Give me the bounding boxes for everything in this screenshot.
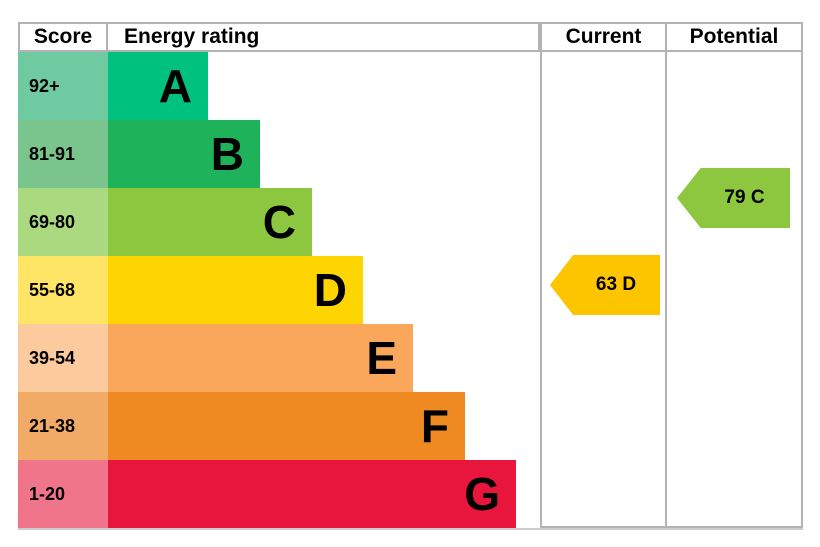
band-bar-b: B: [108, 120, 260, 188]
band-row-g: 1-20 G: [18, 460, 540, 528]
band-bar-e: E: [108, 324, 413, 392]
band-row-b: 81-91 B: [18, 120, 540, 188]
bottom-divider: [18, 528, 803, 530]
score-range: 55-68: [18, 256, 108, 324]
band-letter: D: [313, 264, 347, 316]
band-row-f: 21-38 F: [18, 392, 540, 460]
band-bar-a: A: [108, 52, 208, 120]
band-row-d: 55-68 D: [18, 256, 540, 324]
score-range: 21-38: [18, 392, 108, 460]
score-range: 81-91: [18, 120, 108, 188]
potential-column-header: Potential: [667, 24, 801, 52]
band-letter: C: [262, 196, 296, 248]
band-row-e: 39-54 E: [18, 324, 540, 392]
score-range: 1-20: [18, 460, 108, 528]
current-column-header: Current: [542, 24, 665, 52]
band-row-c: 69-80 C: [18, 188, 540, 256]
band-letter: F: [420, 400, 449, 452]
score-column-header: Score: [20, 24, 108, 50]
score-range: 92+: [18, 52, 108, 120]
band-row-a: 92+ A: [18, 52, 540, 120]
score-range: 39-54: [18, 324, 108, 392]
band-letter: A: [158, 60, 192, 112]
table-header: Score Energy rating: [18, 22, 540, 52]
potential-rating-arrow: 79 C: [677, 168, 790, 228]
band-bar-g: G: [108, 460, 516, 528]
band-letter: E: [366, 332, 397, 384]
score-range: 69-80: [18, 188, 108, 256]
band-rows: 92+ A 81-91 B 69-80 C 55-68 D 39-54 E 21…: [18, 52, 540, 528]
energy-rating-column-header: Energy rating: [124, 25, 260, 48]
band-bar-f: F: [108, 392, 465, 460]
band-bar-d: D: [108, 256, 363, 324]
band-bar-c: C: [108, 188, 312, 256]
energy-rating-chart: Score Energy rating Current Potential 92…: [18, 22, 803, 530]
current-rating-arrow: 63 D: [550, 255, 660, 315]
potential-column: Potential: [665, 22, 803, 528]
band-letter: G: [464, 468, 500, 520]
band-letter: B: [210, 128, 244, 180]
